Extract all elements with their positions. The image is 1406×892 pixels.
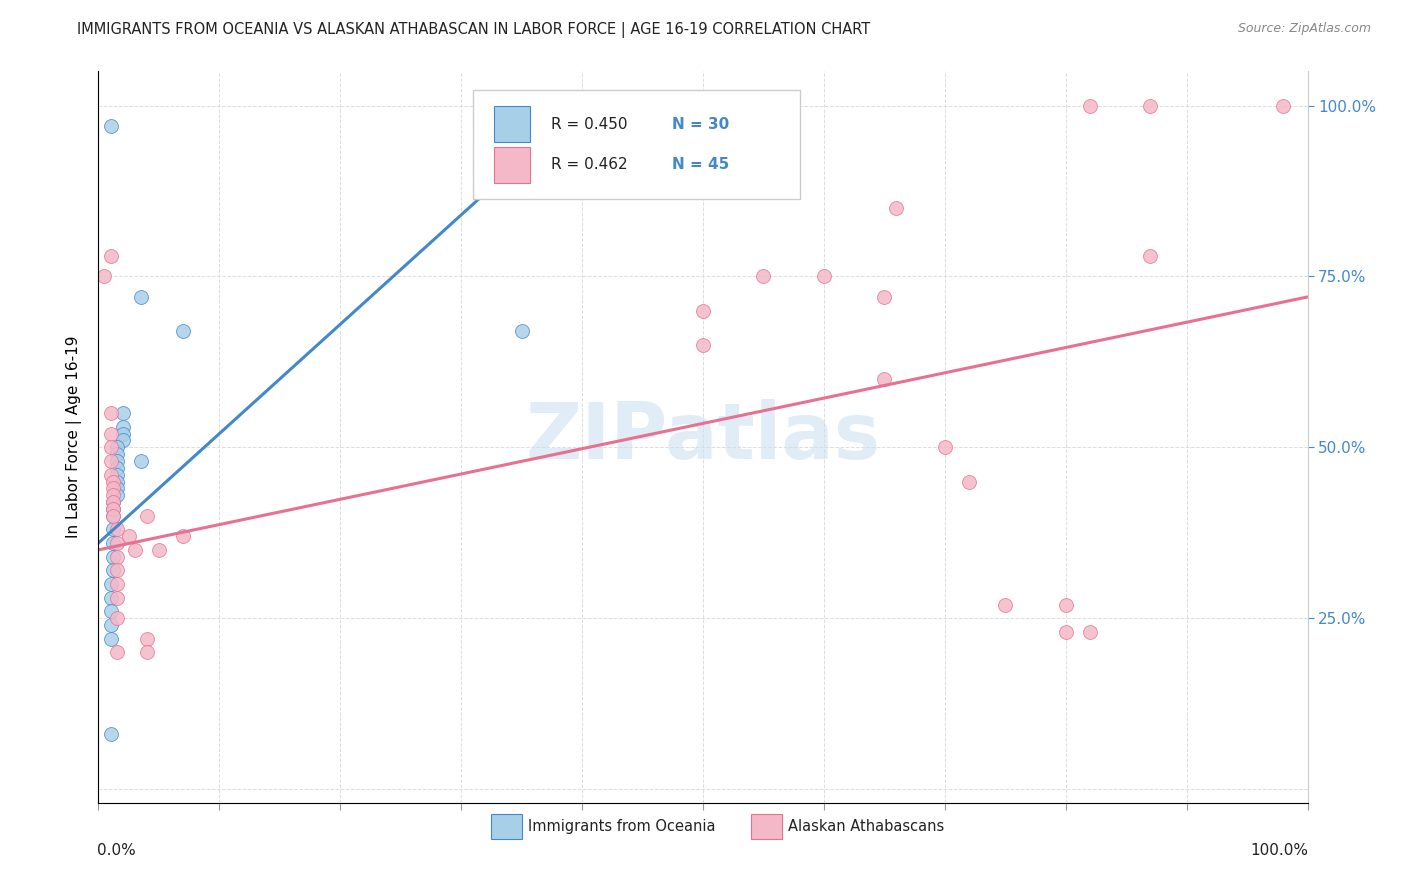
Y-axis label: In Labor Force | Age 16-19: In Labor Force | Age 16-19	[66, 335, 83, 539]
Text: R = 0.462: R = 0.462	[551, 158, 627, 172]
Point	[100, 454, 122, 468]
Point	[886, 201, 908, 215]
Point	[873, 372, 896, 386]
FancyBboxPatch shape	[492, 814, 522, 839]
Point	[93, 269, 115, 284]
Text: Source: ZipAtlas.com: Source: ZipAtlas.com	[1237, 22, 1371, 36]
Text: ZIPatlas: ZIPatlas	[526, 399, 880, 475]
Point	[105, 447, 128, 461]
Point	[100, 467, 122, 482]
Point	[129, 454, 152, 468]
Point	[100, 604, 122, 618]
Point	[1139, 98, 1161, 112]
Point	[105, 460, 128, 475]
Point	[100, 406, 122, 420]
Point	[105, 563, 128, 577]
Point	[100, 618, 122, 632]
Point	[100, 591, 122, 605]
Text: 0.0%: 0.0%	[97, 843, 136, 858]
Point	[148, 542, 170, 557]
Text: N = 45: N = 45	[672, 158, 728, 172]
Text: 100.0%: 100.0%	[1251, 843, 1309, 858]
Point	[101, 563, 124, 577]
Point	[101, 536, 124, 550]
Point	[100, 249, 122, 263]
Point	[105, 611, 128, 625]
Point	[1078, 624, 1101, 639]
Point	[101, 549, 124, 564]
Point	[934, 440, 956, 454]
Point	[100, 119, 122, 133]
Point	[101, 495, 124, 509]
Point	[172, 529, 194, 543]
Point	[172, 324, 194, 338]
Point	[118, 529, 141, 543]
Point	[101, 495, 124, 509]
Point	[111, 406, 134, 420]
Point	[101, 481, 124, 495]
Point	[135, 632, 157, 646]
Text: Immigrants from Oceania: Immigrants from Oceania	[527, 820, 716, 834]
Point	[101, 475, 124, 489]
Point	[1054, 624, 1077, 639]
Point	[135, 508, 157, 523]
Point	[111, 434, 134, 448]
Point	[510, 324, 533, 338]
Point	[105, 645, 128, 659]
Point	[105, 488, 128, 502]
Text: N = 30: N = 30	[672, 117, 728, 131]
Point	[129, 290, 152, 304]
Point	[100, 577, 122, 591]
Point	[101, 508, 124, 523]
Point	[105, 549, 128, 564]
Point	[135, 645, 157, 659]
Point	[101, 488, 124, 502]
Point	[692, 338, 714, 352]
Point	[101, 508, 124, 523]
Point	[105, 481, 128, 495]
Point	[124, 542, 146, 557]
Point	[100, 632, 122, 646]
Point	[813, 269, 835, 284]
Point	[105, 475, 128, 489]
Point	[111, 426, 134, 441]
Point	[105, 591, 128, 605]
Point	[101, 501, 124, 516]
FancyBboxPatch shape	[494, 146, 530, 183]
Point	[752, 269, 775, 284]
Point	[1139, 249, 1161, 263]
Point	[111, 420, 134, 434]
Point	[101, 501, 124, 516]
Point	[100, 426, 122, 441]
Point	[100, 727, 122, 741]
Point	[105, 467, 128, 482]
Point	[100, 440, 122, 454]
FancyBboxPatch shape	[474, 90, 800, 200]
Point	[105, 536, 128, 550]
Point	[692, 303, 714, 318]
Point	[957, 475, 980, 489]
Point	[105, 577, 128, 591]
Point	[1054, 598, 1077, 612]
Point	[994, 598, 1017, 612]
Point	[873, 290, 896, 304]
Text: IMMIGRANTS FROM OCEANIA VS ALASKAN ATHABASCAN IN LABOR FORCE | AGE 16-19 CORRELA: IMMIGRANTS FROM OCEANIA VS ALASKAN ATHAB…	[77, 22, 870, 38]
Point	[1078, 98, 1101, 112]
Text: R = 0.450: R = 0.450	[551, 117, 627, 131]
Point	[105, 454, 128, 468]
FancyBboxPatch shape	[494, 106, 530, 143]
Text: Alaskan Athabascans: Alaskan Athabascans	[787, 820, 943, 834]
Point	[1272, 98, 1295, 112]
Point	[105, 522, 128, 536]
FancyBboxPatch shape	[751, 814, 782, 839]
Point	[101, 522, 124, 536]
Point	[105, 440, 128, 454]
